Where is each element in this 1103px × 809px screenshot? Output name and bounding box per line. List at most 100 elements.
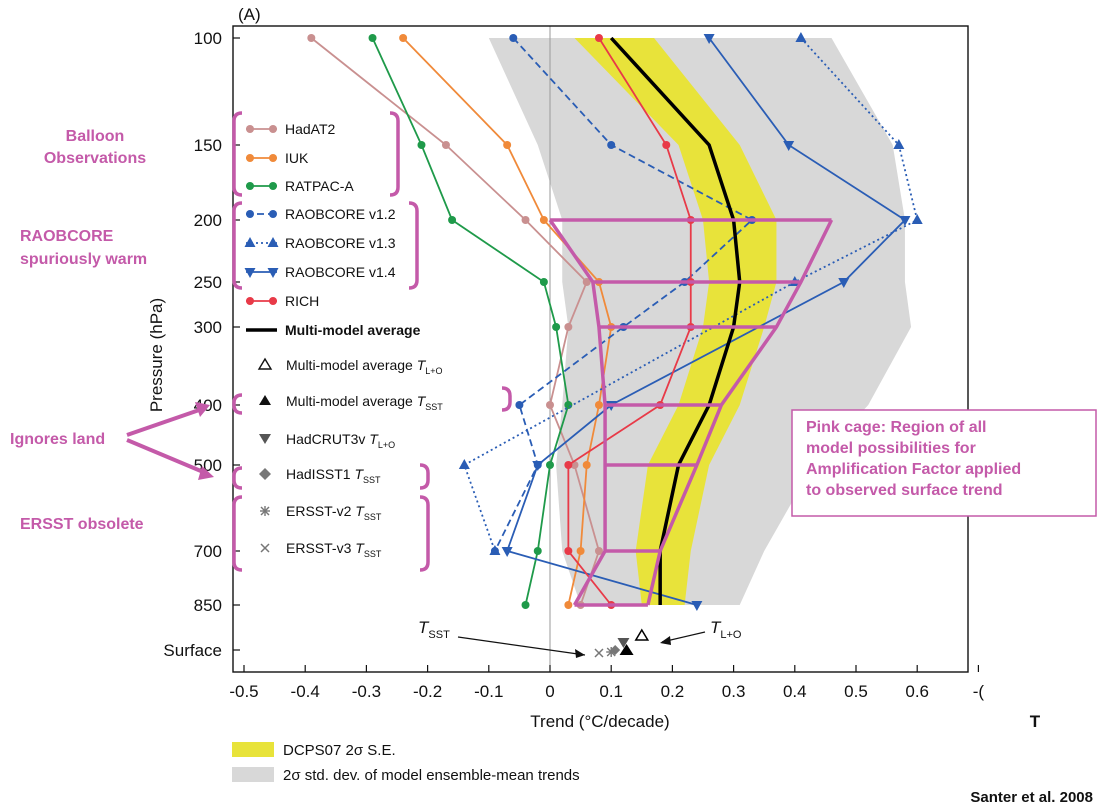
data-point — [564, 601, 573, 609]
legend-marker — [259, 434, 271, 444]
data-point — [582, 461, 591, 469]
legend-marker — [269, 182, 277, 190]
ignores-arrow-2 — [126, 438, 209, 476]
note-pink-cage-3: to observed surface trend — [806, 482, 1003, 499]
data-point — [515, 401, 524, 409]
yellow-band — [574, 38, 777, 605]
legend-label-5: RAOBCORE v1.4 — [285, 264, 396, 280]
note-ersst-obsolete: ERSST obsolete — [20, 516, 144, 533]
data-point — [399, 34, 408, 42]
legend-marker — [246, 125, 254, 133]
legend-marker — [267, 237, 279, 247]
legend-subscript-label-1: Multi-model average TSST — [286, 393, 443, 412]
tsst-arrowhead — [575, 649, 585, 658]
data-series — [307, 32, 923, 611]
legend-marker — [269, 125, 277, 133]
y-tick-label: 100 — [194, 29, 222, 48]
legend-marker — [257, 357, 273, 370]
data-point — [691, 601, 703, 611]
legend-marker — [269, 297, 277, 305]
data-point — [662, 141, 671, 149]
legend-marker — [246, 210, 254, 218]
data-point — [539, 216, 548, 224]
x-tick-label: -0.3 — [352, 682, 381, 701]
legend-marker — [259, 468, 271, 480]
brace-raobcore-left — [232, 201, 243, 290]
data-point — [503, 141, 512, 149]
data-point — [539, 278, 548, 286]
brace-ersst-left — [232, 495, 243, 572]
plot-frame — [232, 25, 969, 673]
data-point — [783, 141, 795, 151]
data-point — [564, 323, 573, 331]
data-point — [899, 216, 911, 226]
legend-label-4: RAOBCORE v1.3 — [285, 235, 396, 251]
x-tick-label: 0 — [545, 682, 554, 701]
series-line-3 — [494, 37, 754, 552]
legend: HadAT2 IUK RATPAC-A RAOBCORE v1.2 RAOBCORE v… — [232, 121, 580, 784]
brace-ersst-right — [419, 495, 430, 572]
x-tick-label: -0.1 — [474, 682, 503, 701]
legend-band-label-0: DCPS07 2σ S.E. — [283, 742, 396, 759]
data-point — [564, 461, 573, 469]
note-raobcore-2: spuriously warm — [20, 251, 147, 268]
legend-marker — [246, 182, 254, 190]
note-ignores-land: Ignores land — [10, 431, 105, 448]
cage-right-side — [646, 219, 834, 606]
data-point — [307, 34, 316, 42]
x-tick-label: 0.5 — [844, 682, 868, 701]
pink-cage-box — [791, 409, 1097, 517]
surface-point — [617, 638, 630, 648]
data-point — [458, 459, 470, 469]
data-point — [594, 547, 603, 555]
legend-band-label-1: 2σ std. dev. of model ensemble-mean tren… — [283, 767, 580, 784]
cage-left-side — [548, 219, 607, 606]
credit-text: Santer et al. 2008 — [970, 789, 1093, 806]
data-point — [893, 139, 905, 149]
legend-label-3: RAOBCORE v1.2 — [285, 206, 396, 222]
note-pink-cage-2: Amplification Factor applied — [806, 461, 1021, 478]
x-tick-label: 0.6 — [905, 682, 929, 701]
legend-marker — [246, 297, 254, 305]
legend-marker — [269, 154, 277, 162]
tlo-arrowhead — [660, 636, 671, 645]
brace-hadisst-left — [232, 466, 243, 490]
data-point — [703, 34, 715, 44]
note-balloon-1: Balloon — [66, 128, 125, 145]
brace-tsst-left — [232, 393, 243, 415]
panel-label: (A) — [238, 5, 261, 24]
right-edge-label: T — [1030, 712, 1041, 731]
annotations: Balloon Observations RAOBCORE spuriously wa… — [10, 111, 1097, 806]
brace-tsst-right — [501, 386, 512, 412]
legend-label-6: RICH — [285, 293, 319, 309]
data-point — [417, 141, 426, 149]
y-tick-label: 150 — [194, 136, 222, 155]
data-point — [594, 34, 603, 42]
data-point — [501, 547, 513, 557]
legend-marker — [259, 395, 271, 405]
data-point — [607, 141, 616, 149]
legend-marker — [260, 506, 270, 516]
brace-balloon-right — [389, 111, 400, 197]
data-point — [546, 401, 554, 409]
x-tick-label: -0.4 — [291, 682, 320, 701]
y-tick-label: 850 — [194, 596, 222, 615]
surface-points: TSST TL+O — [418, 618, 742, 658]
data-point — [521, 601, 530, 609]
data-point — [594, 401, 603, 409]
y-tick-label: 300 — [194, 318, 222, 337]
pink-cage — [548, 218, 834, 607]
data-point — [546, 461, 554, 469]
surface-tlo-label: TL+O — [710, 618, 742, 641]
x-tick-label: -( — [973, 682, 985, 701]
legend-label-0: HadAT2 — [285, 121, 336, 137]
legend-marker — [267, 268, 279, 278]
legend-subscript-label-4: ERSST-v2 TSST — [286, 503, 382, 522]
series-line-4 — [463, 37, 919, 552]
legend-marker — [260, 543, 270, 553]
legend-marker — [269, 210, 277, 218]
x-tick-label: -0.2 — [413, 682, 442, 701]
data-point — [448, 216, 457, 224]
data-point — [509, 34, 518, 42]
